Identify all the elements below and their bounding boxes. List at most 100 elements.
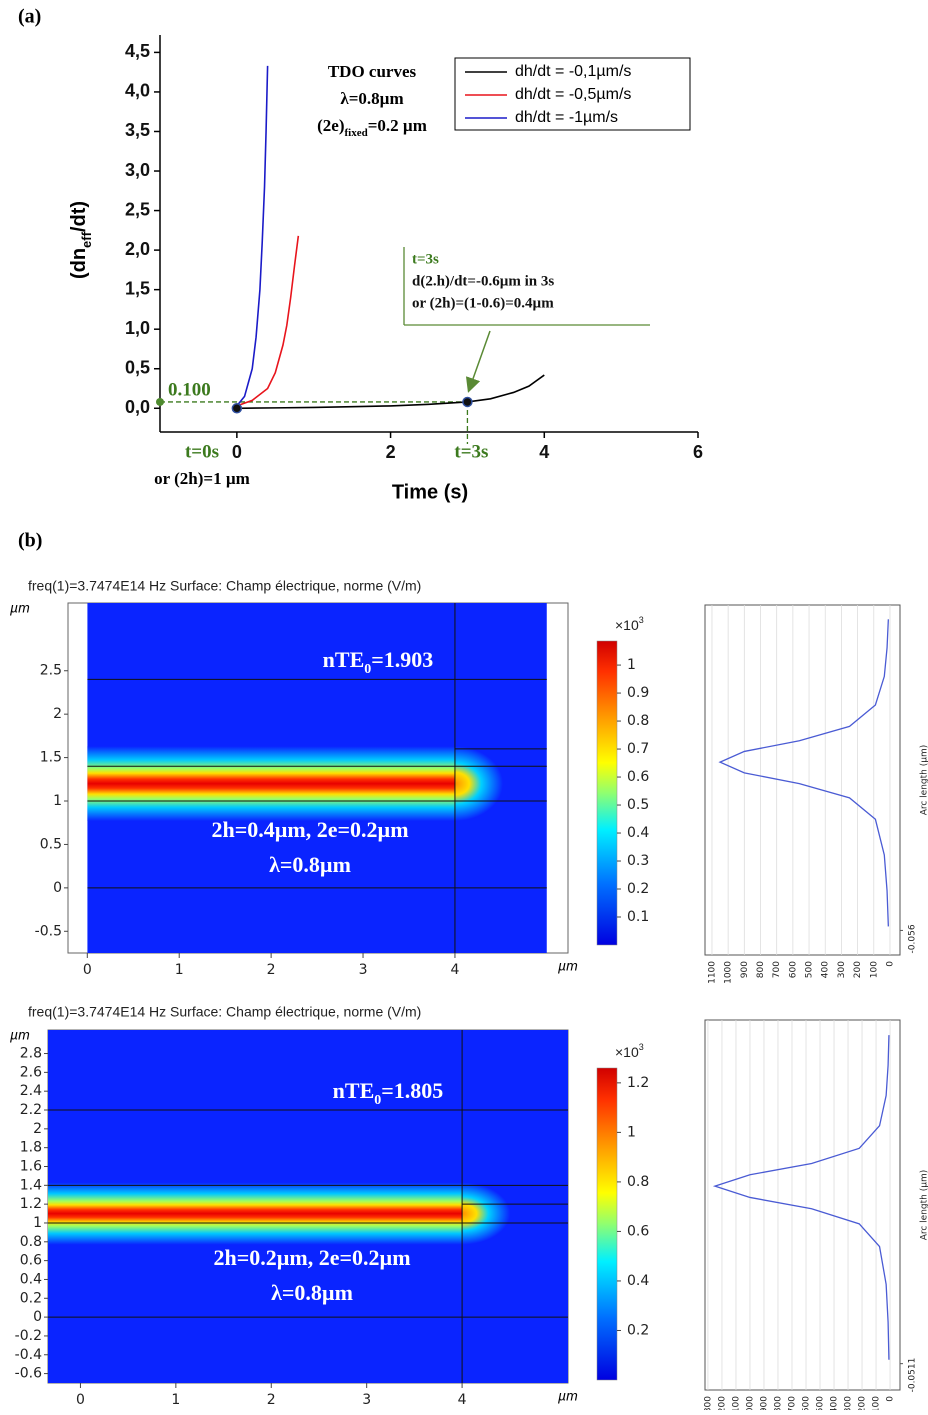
colorbar-tick-label: 0.2	[627, 1322, 649, 1338]
y-tick-label: -0.0511	[908, 1358, 918, 1393]
colorbar-multiplier-part: ×10	[615, 617, 639, 633]
x-tick-label: 1100	[707, 961, 717, 984]
colorbar-tick-label: 0.2	[627, 881, 649, 897]
colorbar-tick-label: 0.1	[627, 909, 649, 925]
unit-label: µm	[10, 1027, 30, 1043]
x-axis-label: Time (s)	[392, 481, 468, 503]
x-tick-label: 0	[886, 1396, 896, 1402]
x-tick-label: 100	[872, 1396, 882, 1410]
y-tick-label: 1.6	[20, 1158, 42, 1174]
x-tick-label: 0	[232, 442, 242, 462]
y-tick-label: 1,5	[125, 278, 150, 298]
y-tick-label: 0.4	[20, 1271, 42, 1287]
x-tick-label: 600	[788, 961, 798, 978]
x-tick-label: 2	[267, 962, 276, 978]
x-tick-label: 700	[787, 1396, 797, 1410]
y-tick-label: -0.5	[35, 923, 62, 939]
y-tick-label: 2	[53, 706, 62, 722]
x-tick-label: 1200	[717, 1396, 727, 1410]
y-axis-label-part: (dn	[68, 248, 90, 279]
profile-frame	[705, 1020, 900, 1390]
y-tick-label: 0.5	[40, 836, 62, 852]
colorbar-tick-label: 0.8	[627, 713, 649, 729]
x-tick-label: 100	[869, 961, 879, 978]
field	[48, 1030, 568, 1383]
annotation: TDO curves	[328, 62, 417, 81]
y-tick-label: 3,0	[125, 160, 150, 180]
y-tick-label: 2,5	[125, 199, 150, 219]
annotation: λ=0.8µm	[271, 1280, 353, 1305]
x-tick-label: 300	[844, 1396, 854, 1410]
y-axis-label: Arc length (µm)	[920, 1170, 928, 1241]
field-band	[48, 1182, 462, 1244]
colorbar	[597, 641, 617, 945]
x-tick-label: 6	[693, 442, 703, 462]
x-tick-label: 0	[76, 1392, 85, 1408]
annotation-part: nTE	[323, 647, 365, 672]
y-tick-label: 1.5	[40, 750, 62, 766]
x-tick-label: 0	[83, 962, 92, 978]
x-tick-label: 800	[756, 961, 766, 978]
legend-label: dh/dt = -0,5µm/s	[515, 86, 631, 103]
series-line	[237, 66, 268, 406]
colorbar-tick-label: 0.5	[627, 797, 649, 813]
y-tick-label: 1	[53, 793, 62, 809]
annotation-part: 0	[364, 662, 371, 677]
y-tick-label: 2.8	[20, 1046, 42, 1062]
point-marker	[232, 404, 241, 413]
annotation: 2h=0.4µm, 2e=0.2µm	[211, 817, 408, 842]
y-axis-label: (dneff/dt)	[68, 201, 94, 279]
legend-label: dh/dt = -0,1µm/s	[515, 63, 631, 80]
unit-label: µm	[10, 600, 30, 616]
y-tick-label: 0	[33, 1309, 42, 1325]
colorbar	[597, 1068, 617, 1380]
annotation-part: (2e)	[317, 116, 344, 135]
x-tick-label: 500	[805, 961, 815, 978]
colorbar-multiplier: ×103	[615, 615, 644, 632]
annotation-part: fixed	[344, 127, 367, 139]
map-header: freq(1)=3.7474E14 Hz Surface: Champ élec…	[28, 1004, 421, 1020]
annotation: (2e)fixed=0.2 µm	[317, 116, 427, 139]
x-tick-label: 400	[830, 1396, 840, 1410]
y-tick-label: 2	[33, 1121, 42, 1137]
panel-label: (b)	[18, 530, 42, 552]
callout-arrow	[469, 331, 490, 390]
y-tick-label: 3,5	[125, 120, 150, 140]
annotation: or (2h)=(1-0.6)=0.4µm	[412, 295, 554, 311]
colorbar-multiplier-part: ×10	[615, 1044, 639, 1060]
x-tick-label: 1	[171, 1392, 180, 1408]
panel-label: (a)	[18, 6, 41, 28]
x-tick-label: 1300	[703, 1396, 713, 1410]
annotation-part: =1.903	[371, 647, 433, 672]
colorbar-tick-label: 0.4	[627, 825, 649, 841]
x-tick-label: 400	[821, 961, 831, 978]
x-tick-label: 1000	[745, 1396, 755, 1410]
annotation: λ=0.8µm	[340, 89, 403, 108]
colorbar-tick-label: 1.2	[627, 1075, 649, 1091]
y-tick-label: 0	[53, 880, 62, 896]
x-tick-label: 4	[539, 442, 549, 462]
colorbar-tick-label: 1	[627, 657, 636, 673]
y-tick-label: 2.4	[20, 1083, 42, 1099]
y-tick-label: 1.8	[20, 1140, 42, 1156]
x-tick-label: 3	[359, 962, 368, 978]
colorbar-tick-label: 0.6	[627, 1223, 649, 1239]
colorbar-tick-label: 0.9	[627, 685, 649, 701]
x-tick-label: 4	[458, 1392, 467, 1408]
y-tick-label: 1	[33, 1215, 42, 1231]
legend-label: dh/dt = -1µm/s	[515, 109, 618, 126]
colorbar-tick-label: 0.8	[627, 1174, 649, 1190]
colorbar-tick-label: 0.6	[627, 769, 649, 785]
x-tick-label: 3	[362, 1392, 371, 1408]
colorbar-tick-label: 1	[627, 1124, 636, 1140]
y-tick-label: -0.4	[15, 1347, 42, 1363]
annotation: t=3s	[412, 251, 439, 267]
field-band	[87, 746, 455, 821]
y-tick-label: 1.4	[20, 1177, 42, 1193]
y-tick-label: 2,0	[125, 239, 150, 259]
annotation-part: =1.805	[381, 1078, 443, 1103]
y-tick-label: 0.6	[20, 1253, 42, 1269]
x-tick-label: 1100	[731, 1396, 741, 1410]
y-tick-label: -0.056	[908, 924, 918, 953]
y-tick-label: 2.2	[20, 1102, 42, 1118]
